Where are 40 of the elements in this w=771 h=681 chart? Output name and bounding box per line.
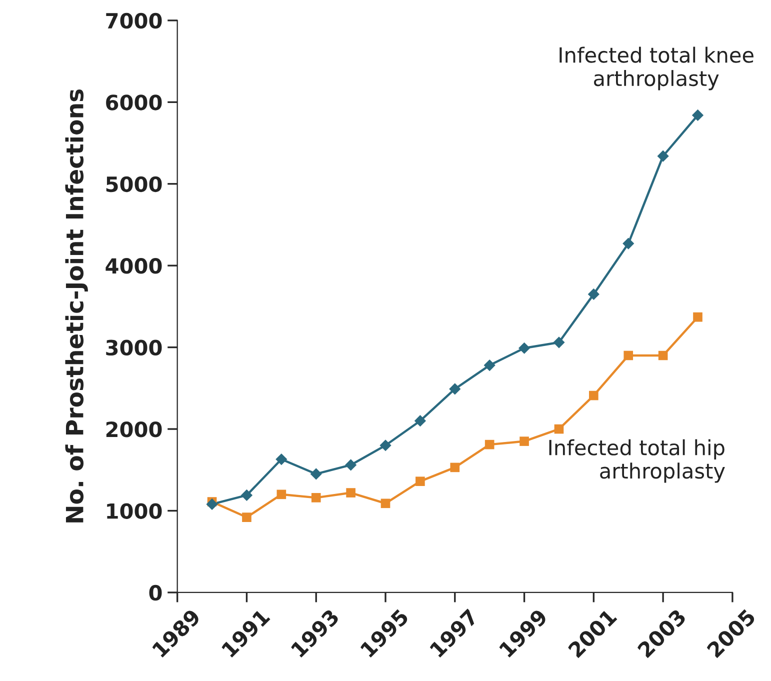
point <box>344 459 357 471</box>
point <box>622 238 634 250</box>
y-tick-label: 2000 <box>106 421 162 438</box>
point <box>657 150 669 162</box>
point <box>658 350 668 360</box>
point <box>414 415 426 427</box>
y-tick-label: 1000 <box>107 503 162 519</box>
y-tick-label: 3000 <box>106 340 162 356</box>
point <box>484 440 494 450</box>
point <box>276 490 286 500</box>
point <box>692 109 704 122</box>
y-tick-label: 5000 <box>106 176 162 192</box>
y-tick-label: 6000 <box>106 94 162 110</box>
y-tick-label: 0 <box>149 584 162 601</box>
point <box>520 436 529 446</box>
point <box>554 424 564 434</box>
point <box>240 489 253 502</box>
y-tick-label: 4000 <box>106 258 162 274</box>
point <box>589 390 598 400</box>
series-label: Infected total hip arthroplasty <box>549 439 725 483</box>
point <box>380 498 390 508</box>
point <box>450 462 460 472</box>
point <box>310 468 322 480</box>
point <box>518 342 530 354</box>
point <box>416 476 425 486</box>
point <box>693 312 702 322</box>
point <box>380 440 392 452</box>
point <box>553 336 565 348</box>
point <box>276 453 288 466</box>
point <box>242 512 252 522</box>
point <box>346 488 356 498</box>
y-axis-title: No. of Prosthetic-Joint Infections <box>65 89 88 522</box>
text: Infected total knee arthroplasty <box>560 46 754 90</box>
y-tick-label: 7000 <box>106 12 162 29</box>
point <box>206 498 218 510</box>
point <box>449 383 461 395</box>
point <box>484 359 496 372</box>
point <box>588 288 600 300</box>
point <box>311 493 321 502</box>
point <box>624 350 634 360</box>
